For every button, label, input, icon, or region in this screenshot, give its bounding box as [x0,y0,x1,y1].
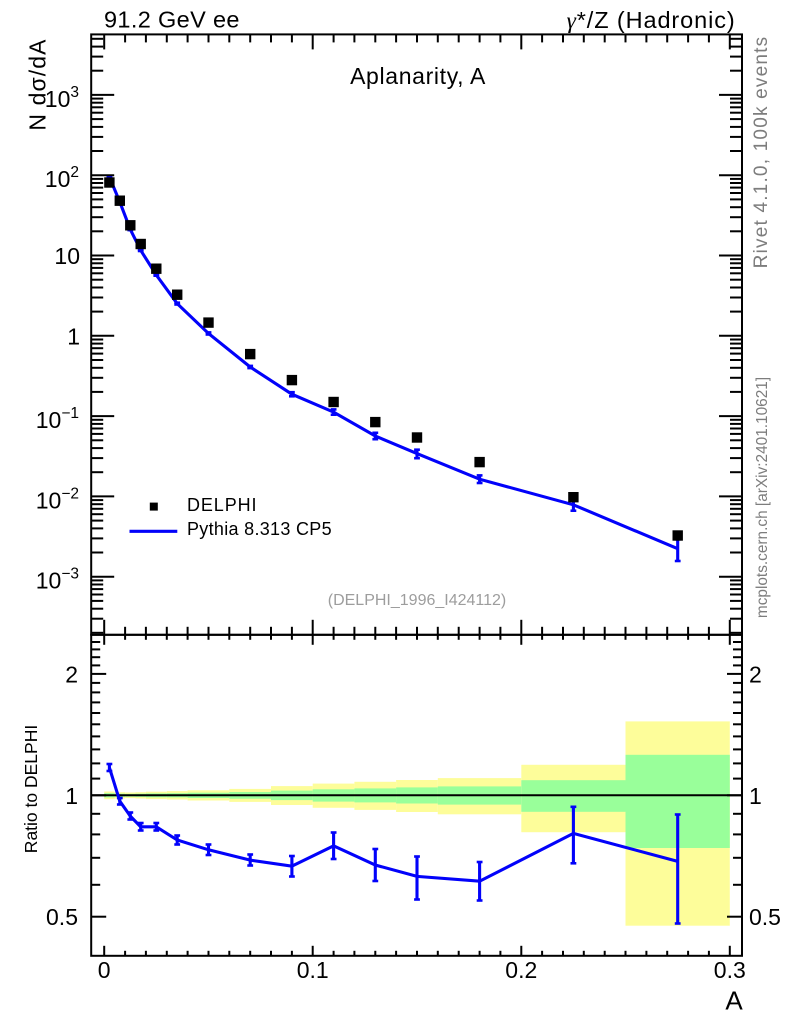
svg-text:91.2 GeV ee: 91.2 GeV ee [104,7,240,33]
svg-text:0: 0 [98,957,111,983]
svg-text:Aplanarity, A: Aplanarity, A [350,63,486,89]
svg-text:A: A [725,986,743,1016]
svg-text:103: 103 [45,84,79,112]
svg-text:DELPHI: DELPHI [187,495,257,515]
svg-text:2: 2 [749,661,762,687]
svg-text:1: 1 [65,783,78,809]
svg-text:0.3: 0.3 [714,957,746,983]
svg-text:1: 1 [67,323,80,349]
svg-text:0.5: 0.5 [46,904,78,930]
svg-text:0.2: 0.2 [505,957,537,983]
svg-text:1: 1 [749,783,762,809]
svg-text:Ratio to DELPHI: Ratio to DELPHI [21,725,41,853]
svg-text:γ*/Z (Hadronic): γ*/Z (Hadronic) [567,7,736,34]
svg-text:10: 10 [54,243,80,269]
svg-text:0.1: 0.1 [297,957,329,983]
svg-text:mcplots.cern.ch [arXiv:2401.10: mcplots.cern.ch [arXiv:2401.10621] [754,377,771,618]
svg-text:0.5: 0.5 [749,904,781,930]
svg-text:Pythia 8.313 CP5: Pythia 8.313 CP5 [187,519,332,539]
svg-text:(DELPHI_1996_I424112): (DELPHI_1996_I424112) [328,592,507,609]
svg-text:10−1: 10−1 [36,405,79,433]
svg-text:2: 2 [65,661,78,687]
svg-text:N dσ/dA: N dσ/dA [25,38,51,130]
svg-text:Rivet 4.1.0, 100k events: Rivet 4.1.0, 100k events [751,36,772,269]
